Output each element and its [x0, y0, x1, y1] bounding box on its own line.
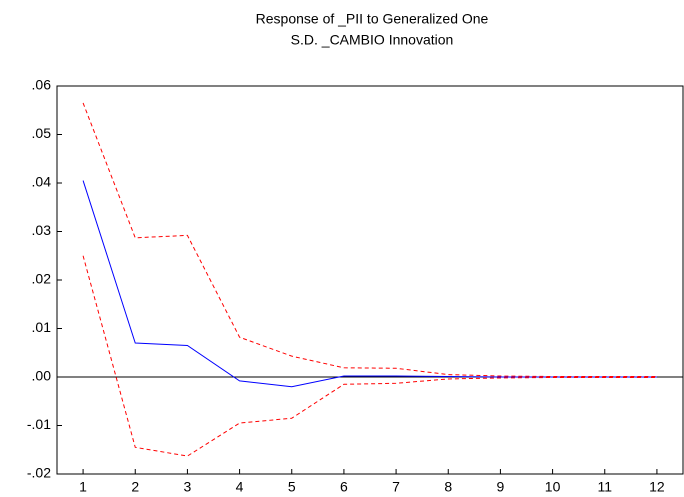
x-tick-label: 6	[340, 479, 348, 495]
y-tick-label: .02	[32, 271, 52, 287]
x-tick-label: 10	[545, 479, 561, 495]
chart-title: Response of _PII to Generalized One	[256, 11, 489, 27]
y-tick-label: -.02	[27, 465, 51, 481]
x-tick-label: 4	[236, 479, 244, 495]
series-line	[82, 180, 657, 388]
x-tick-label: 5	[288, 479, 296, 495]
x-tick-label: 11	[597, 479, 612, 495]
plot-frame	[56, 85, 684, 475]
y-tick-label: .06	[32, 77, 52, 93]
x-tick-label: 8	[444, 479, 452, 495]
x-tick-label: 12	[649, 479, 665, 495]
y-tick-label: .04	[32, 174, 52, 190]
y-tick-label: .01	[32, 319, 52, 335]
x-tick-label: 3	[184, 479, 192, 495]
y-tick-label: .03	[32, 222, 52, 238]
y-tick-label: -.01	[27, 416, 51, 432]
x-tick-label: 2	[131, 479, 139, 495]
x-tick-label: 1	[79, 479, 87, 495]
x-tick-label: 7	[392, 479, 400, 495]
series-line	[82, 255, 657, 457]
series-line	[82, 102, 657, 378]
chart-title: S.D. _CAMBIO Innovation	[291, 32, 454, 48]
y-tick-label: .05	[32, 125, 52, 141]
x-tick-label: 9	[497, 479, 505, 495]
y-tick-label: .00	[32, 368, 52, 384]
